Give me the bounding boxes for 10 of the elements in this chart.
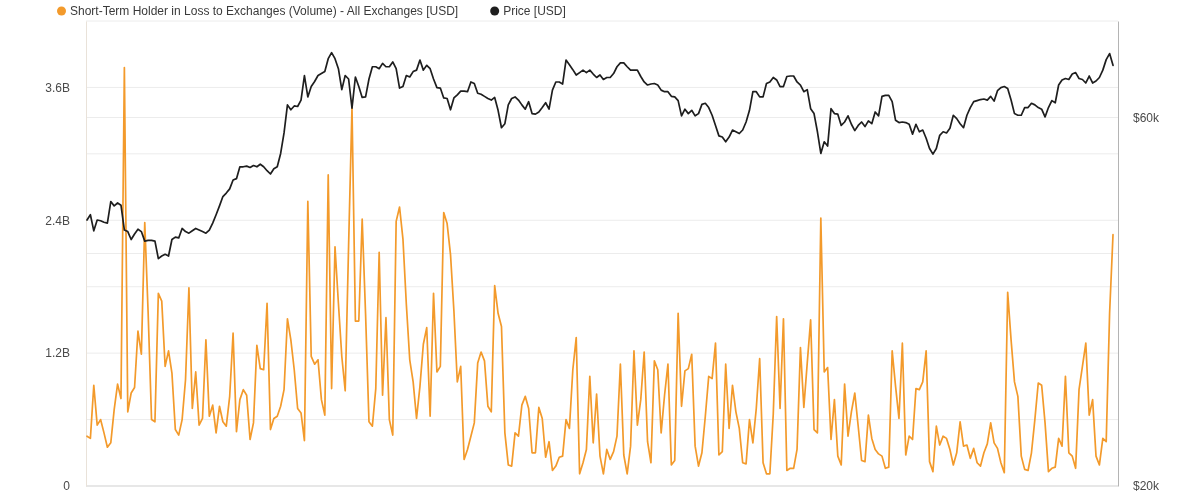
y-tick-label: 1.2B	[45, 346, 70, 361]
y-tick-label: 2.4B	[45, 213, 70, 228]
legend-label: Short-Term Holder in Loss to Exchanges (Volume) - All Exchanges [USD]	[70, 4, 459, 19]
legend-label: Price [USD]	[503, 4, 566, 19]
line-series	[86, 66, 1114, 475]
y2-tick-label: $60k	[1133, 110, 1161, 125]
y2-tick-label: $20k	[1133, 479, 1161, 494]
y-tick-label: 3.6B	[45, 80, 70, 95]
line-series	[86, 51, 1114, 260]
y-tick-label: 0	[63, 479, 71, 494]
